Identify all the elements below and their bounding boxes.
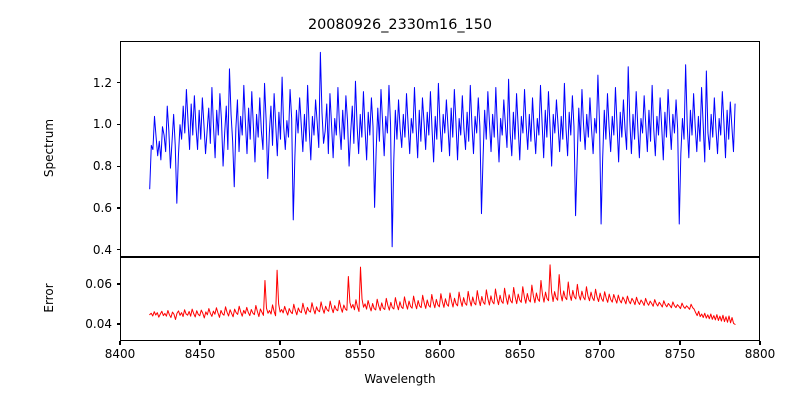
error-axis-label: Error [42, 283, 56, 313]
x-tick-mark [599, 341, 601, 345]
x-tick-label: 8650 [504, 347, 536, 361]
x-tick-mark [519, 341, 521, 345]
wavelength-axis-label: Wavelength [364, 372, 436, 386]
spectrum-ytick-mark [116, 123, 120, 126]
error-plot-area [121, 258, 759, 340]
x-tick-mark [119, 341, 121, 345]
x-tick-label: 8500 [264, 347, 296, 361]
spectrum-axis-label: Spectrum [42, 118, 56, 178]
spectrum-line [150, 52, 735, 246]
x-tick-label: 8450 [184, 347, 216, 361]
error-ytick-mark [116, 323, 120, 325]
spectrum-axes [120, 41, 760, 257]
spectrum-ytick-label: 0.6 [92, 200, 112, 215]
spectrum-plot-area [121, 42, 759, 256]
spectrum-ytick-mark [116, 207, 120, 209]
x-tick-mark [439, 341, 441, 345]
x-tick-mark [679, 341, 681, 345]
page-title: 20080926_2330m16_150 [307, 17, 493, 33]
spectrum-ytick-mark [116, 249, 120, 251]
error-line [150, 265, 735, 325]
spectrum-ytick-label: 0.4 [92, 242, 112, 257]
x-tick-label: 8750 [664, 347, 696, 361]
x-tick-mark [359, 341, 361, 345]
spectrum-ytick-label: 1.2 [92, 75, 112, 90]
error-ytick-mark [116, 283, 120, 285]
x-tick-mark [279, 341, 281, 345]
x-tick-label: 8400 [104, 347, 136, 361]
x-tick-label: 8700 [584, 347, 616, 361]
x-tick-mark [759, 341, 761, 345]
spectrum-ytick-label: 1.0 [92, 117, 112, 132]
spectrum-ytick-mark [116, 82, 120, 84]
error-ytick-label: 0.04 [85, 317, 112, 331]
x-tick-mark [199, 341, 201, 345]
x-tick-label: 8800 [744, 347, 776, 361]
spectrum-ytick-label: 0.8 [92, 159, 112, 174]
x-tick-label: 8600 [424, 347, 456, 361]
error-ytick-label: 0.06 [85, 277, 112, 291]
x-tick-label: 8550 [344, 347, 376, 361]
error-axes [120, 257, 760, 341]
spectrum-ytick-mark [116, 165, 120, 167]
